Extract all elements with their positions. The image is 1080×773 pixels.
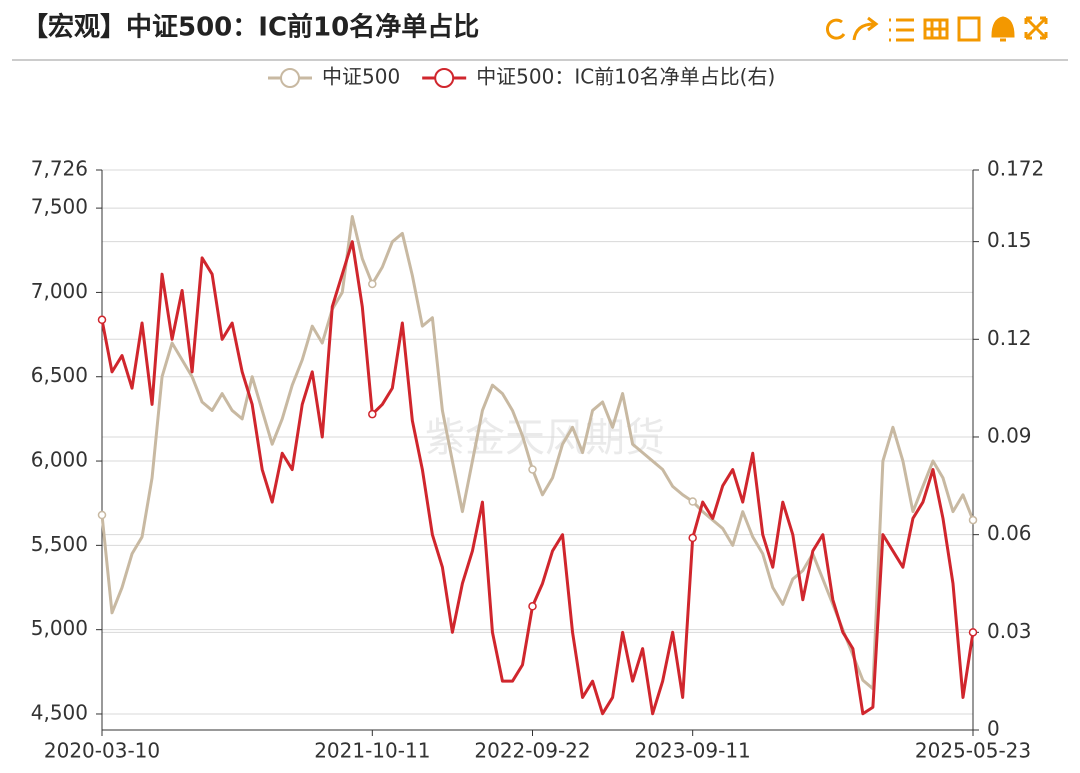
x-tick-label: 2021-10-11 [314, 739, 430, 763]
point-marker [528, 602, 537, 611]
point-marker [968, 515, 978, 525]
y-tick-label: 7,000 [31, 279, 88, 303]
point-marker [97, 315, 107, 325]
y-tick-label: 7,500 [31, 195, 88, 219]
y-tick-label: 5,000 [31, 616, 88, 640]
y2-tick-label: 0.03 [987, 619, 1032, 643]
point-marker [688, 533, 697, 543]
series-line [100, 215, 975, 691]
fullscreen-icon[interactable] [1024, 16, 1048, 40]
image-icon[interactable] [957, 16, 981, 42]
y2-tick-label: 0.12 [987, 326, 1032, 350]
y-tick-label: 6,500 [31, 363, 88, 387]
legend-label: 中证500 [322, 65, 400, 89]
y-tick-label: 5,500 [31, 532, 88, 556]
series-line [100, 240, 975, 716]
chart-title: 【宏观】中证500：IC前10名净单占比 [22, 12, 479, 43]
y-tick-label: 7,726 [31, 157, 88, 181]
y-tick-label: 4,500 [31, 700, 88, 724]
x-tick-label: 2023-09-11 [635, 739, 751, 763]
x-tick-label: 2025-05-23 [915, 739, 1031, 763]
y2-tick-label: 0.09 [987, 423, 1032, 447]
point-marker [97, 510, 107, 520]
share-icon[interactable] [852, 16, 879, 41]
y2-tick-label: 0.06 [987, 521, 1032, 545]
point-marker [528, 465, 537, 474]
bell-icon[interactable] [991, 16, 1015, 42]
x-tick-label: 2022-09-22 [474, 739, 590, 763]
legend-marker [434, 68, 455, 88]
x-tick-label: 2020-03-10 [44, 739, 160, 763]
refresh-icon[interactable] [826, 18, 846, 40]
y2-tick-label: 0 [987, 717, 1000, 741]
y-tick-label: 6,000 [31, 448, 88, 472]
point-marker [688, 497, 697, 506]
legend-item[interactable]: 中证500 [268, 65, 400, 89]
point-marker [368, 279, 377, 289]
toolbar [826, 16, 1048, 42]
table-icon-lines [925, 20, 947, 38]
y2-tick-label: 0.15 [987, 228, 1032, 252]
legend-label: 中证500：IC前10名净单占比(右) [476, 65, 775, 89]
watermark: 紫金天风期货 [425, 415, 665, 461]
list-icon[interactable] [889, 18, 914, 42]
point-marker [368, 409, 377, 419]
legend-marker [280, 68, 300, 88]
y2-tick-label: 0.172 [987, 157, 1044, 181]
point-marker [968, 628, 978, 637]
legend-item[interactable]: 中证500：IC前10名净单占比(右) [422, 65, 775, 89]
